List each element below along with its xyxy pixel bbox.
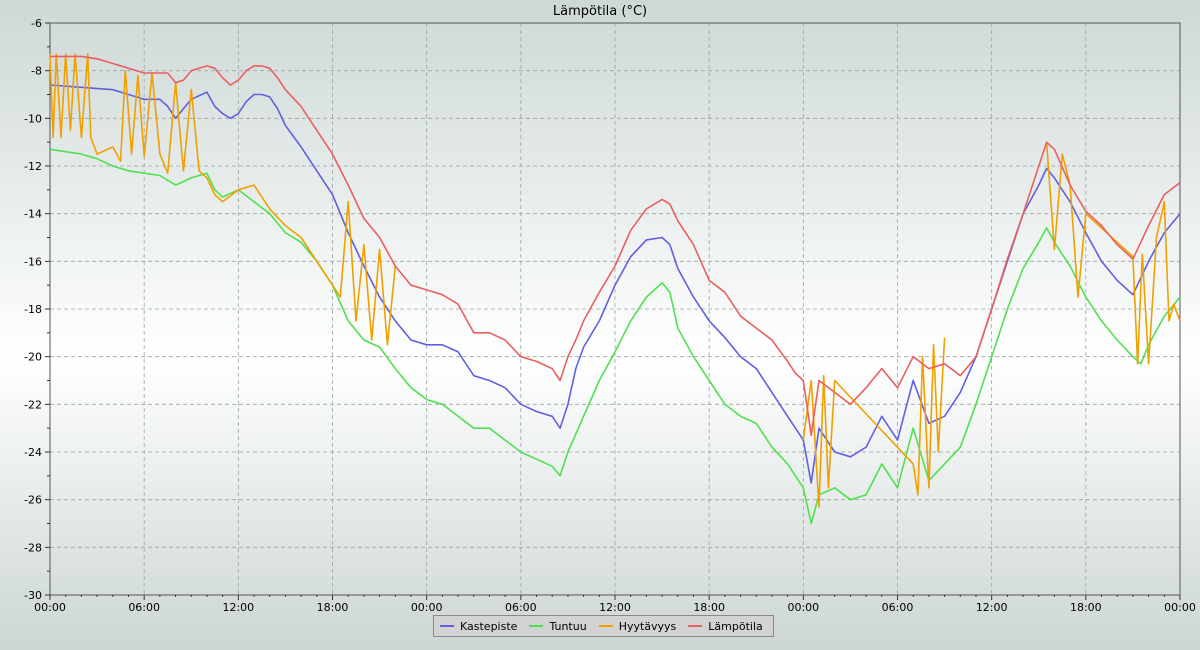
legend-swatch — [529, 625, 544, 627]
series-line-hyyt-vyys — [802, 337, 946, 508]
legend-item-hyytavyys: Hyytävyys — [598, 619, 677, 633]
y-tick-label: -10 — [24, 112, 42, 125]
legend-label: Lämpötila — [708, 619, 763, 633]
x-tick-label: 00:00 — [411, 601, 443, 614]
legend-item-tuntuu: Tuntuu — [529, 619, 587, 633]
series-line-l-mp-tila — [50, 55, 1181, 437]
y-tick-label: -6 — [31, 17, 42, 30]
y-tick-label: -22 — [24, 398, 42, 411]
legend-label: Hyytävyys — [618, 619, 677, 633]
series-line-tuntuu — [49, 148, 1181, 525]
x-tick-label: 00:00 — [34, 601, 66, 614]
x-tick-label: 18:00 — [693, 601, 725, 614]
y-tick-label: -12 — [24, 160, 42, 173]
series-line-hyyt-vyys — [49, 53, 397, 346]
x-tick-label: 12:00 — [222, 601, 254, 614]
y-tick-label: -30 — [24, 589, 42, 602]
legend-swatch — [688, 625, 703, 627]
legend-item-lampotila: Lämpötila — [688, 619, 763, 633]
y-tick-label: -8 — [31, 65, 42, 78]
y-tick-label: -18 — [24, 303, 42, 316]
axes: -6-8-10-12-14-16-18-20-22-24-26-28-3000:… — [24, 17, 1196, 614]
y-tick-label: -14 — [24, 208, 42, 221]
series-lines — [49, 53, 1181, 525]
y-tick-label: -28 — [24, 541, 42, 554]
y-tick-label: -24 — [24, 446, 42, 459]
legend-swatch — [440, 625, 454, 627]
legend: Kastepiste Tuntuu Hyytävyys Lämpötila — [433, 615, 774, 637]
x-tick-label: 06:00 — [505, 601, 537, 614]
x-tick-label: 12:00 — [599, 601, 631, 614]
legend-label: Kastepiste — [460, 619, 518, 633]
x-tick-label: 12:00 — [976, 601, 1008, 614]
x-tick-label: 00:00 — [1164, 601, 1196, 614]
x-tick-label: 06:00 — [128, 601, 160, 614]
x-tick-label: 18:00 — [1070, 601, 1102, 614]
legend-swatch — [598, 625, 613, 627]
chart-title: Lämpötila (°C) — [553, 4, 647, 19]
x-tick-label: 06:00 — [882, 601, 914, 614]
series-line-hyyt-vyys — [1045, 142, 1181, 365]
x-tick-label: 18:00 — [317, 601, 349, 614]
legend-item-kastepiste: Kastepiste — [440, 620, 517, 633]
y-tick-label: -16 — [24, 255, 42, 268]
legend-label: Tuntuu — [549, 619, 587, 633]
y-tick-label: -26 — [24, 494, 42, 507]
y-tick-label: -20 — [24, 351, 42, 364]
x-tick-label: 00:00 — [787, 601, 819, 614]
